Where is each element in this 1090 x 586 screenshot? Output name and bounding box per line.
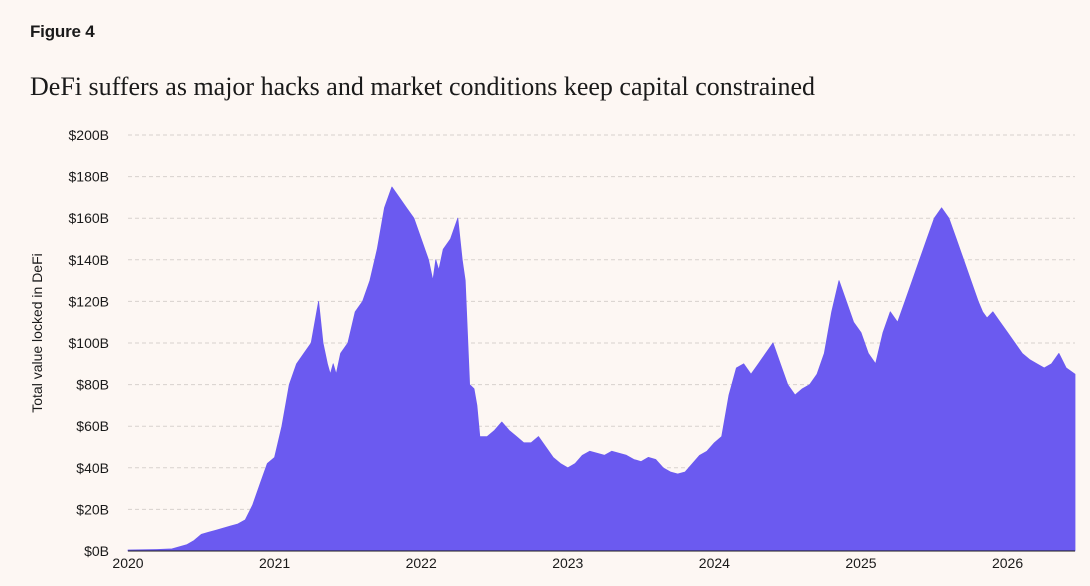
- tvl-area-series: [127, 186, 1076, 552]
- y-tick-label: $160B: [69, 210, 109, 226]
- y-tick-label: $180B: [69, 169, 109, 185]
- y-tick-label: $20B: [76, 501, 109, 517]
- y-tick-label: $60B: [76, 418, 109, 434]
- x-tick-label: 2022: [406, 555, 437, 571]
- y-axis-ticks: $0B $20B $40B $60B $80B $100B $120B $140B $160B $…: [69, 127, 109, 559]
- x-tick-label: 2024: [699, 555, 730, 571]
- y-tick-label: $120B: [69, 293, 109, 309]
- figure-label: Figure 4: [30, 22, 95, 41]
- x-tick-label: 2023: [552, 555, 583, 571]
- y-tick-label: $40B: [76, 460, 109, 476]
- x-tick-label: 2020: [112, 555, 143, 571]
- x-tick-label: 2021: [259, 555, 290, 571]
- y-tick-label: $0B: [84, 543, 109, 559]
- chart-title: DeFi suffers as major hacks and market c…: [30, 72, 816, 101]
- x-tick-label: 2025: [845, 555, 876, 571]
- y-tick-label: $200B: [69, 127, 109, 143]
- y-tick-label: $100B: [69, 335, 109, 351]
- y-tick-label: $140B: [69, 252, 109, 268]
- x-tick-label: 2026: [992, 555, 1023, 571]
- x-axis-ticks: 2020 2021 2022 2023 2024 2025 2026: [112, 555, 1023, 571]
- plot-area: [127, 186, 1076, 552]
- y-axis-title: Total value locked in DeFi: [29, 253, 45, 413]
- y-tick-label: $80B: [76, 377, 109, 393]
